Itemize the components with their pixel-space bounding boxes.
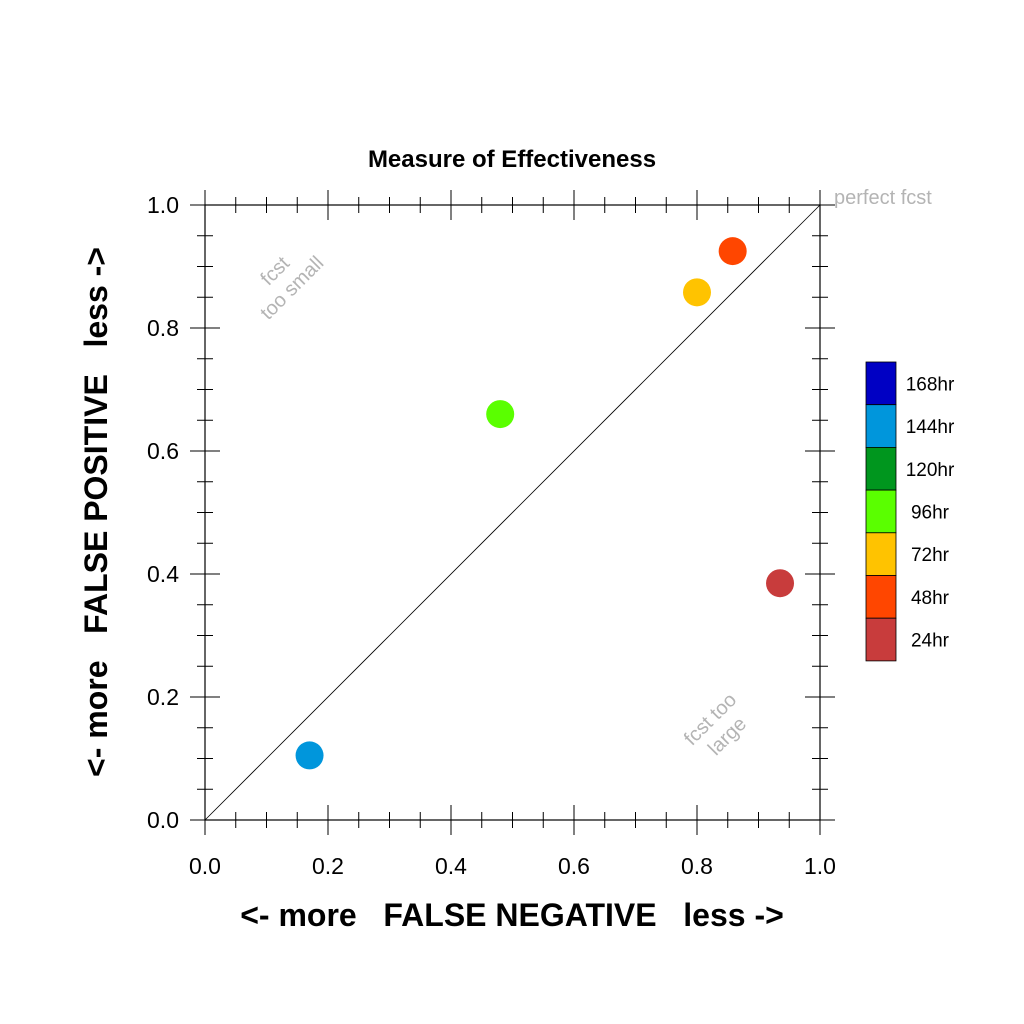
legend-swatch-48hr xyxy=(865,575,897,619)
data-point-24hr xyxy=(766,569,795,598)
y-tick-label: 0.6 xyxy=(147,438,179,464)
legend-label-144hr: 144hr xyxy=(906,417,955,438)
data-point-144hr xyxy=(295,741,324,770)
y-tick-label: 0.8 xyxy=(147,315,179,341)
legend-label-120hr: 120hr xyxy=(906,460,955,481)
legend-swatch-96hr xyxy=(865,489,897,534)
y-tick-label: 0.0 xyxy=(147,807,179,833)
perfect-forecast-note: perfect fcst xyxy=(834,187,932,209)
x-tick-label: 0.2 xyxy=(312,853,344,879)
x-tick-label: 0.0 xyxy=(189,853,221,879)
legend-swatch-120hr xyxy=(865,446,897,491)
y-tick-label: 1.0 xyxy=(147,192,179,218)
legend-label-24hr: 24hr xyxy=(911,631,950,652)
x-tick-label: 1.0 xyxy=(804,853,836,879)
legend: 168hr 144hr 120hr 96hr 72hr 48hr 24hr xyxy=(865,361,955,662)
too-large-note: fcst too large xyxy=(680,689,751,760)
y-axis-label: <- more FALSE POSITIVE less -> xyxy=(78,247,114,777)
legend-swatch-144hr xyxy=(865,404,897,448)
legend-label-72hr: 72hr xyxy=(911,545,950,566)
y-tick-label: 0.2 xyxy=(147,684,179,710)
legend-label-48hr: 48hr xyxy=(911,588,950,609)
chart-title: Measure of Effectiveness xyxy=(368,146,656,173)
data-point-72hr xyxy=(683,278,711,307)
legend-swatch-24hr xyxy=(865,617,897,662)
x-tick-label: 0.8 xyxy=(681,853,713,879)
perfect-forecast-line xyxy=(204,204,821,821)
y-tick-label: 0.4 xyxy=(147,561,179,587)
legend-label-168hr: 168hr xyxy=(906,374,955,395)
x-axis-label: <- more FALSE NEGATIVE less -> xyxy=(240,897,784,933)
legend-swatch-168hr xyxy=(865,361,897,406)
too-small-note: fcst too small xyxy=(256,252,328,324)
legend-swatch-72hr xyxy=(865,532,897,576)
data-point-96hr xyxy=(486,400,515,429)
x-tick-label: 0.4 xyxy=(435,853,467,879)
plot-area: 0.0 0.2 0.4 0.6 0.8 1.0 0.0 0.2 0.4 0.6 0.8 1.0 xyxy=(147,190,836,879)
x-tick-label: 0.6 xyxy=(558,853,590,879)
data-point-48hr xyxy=(718,237,747,266)
legend-label-96hr: 96hr xyxy=(911,502,950,523)
